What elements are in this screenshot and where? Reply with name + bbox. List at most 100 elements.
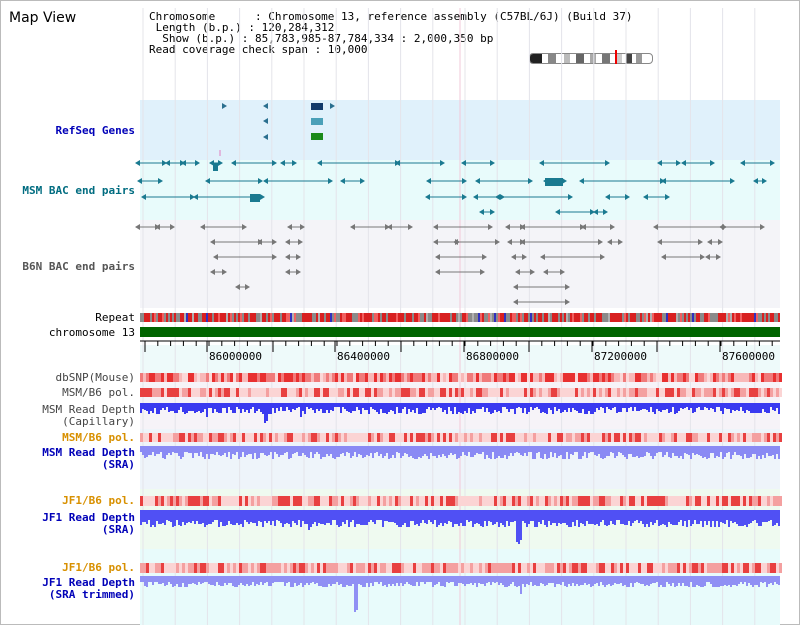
msm-bac-end (205, 178, 210, 184)
jf1-b6-pol2-cell (494, 563, 497, 573)
jf1-trimmed-depth-bar (692, 576, 694, 587)
msm-capillary-depth-bar (468, 403, 470, 408)
jf1-trimmed-depth-bar (160, 576, 162, 584)
dbsnp-cell (590, 373, 593, 382)
msm-capillary-depth-bar (550, 403, 552, 410)
msm-sra-depth-bar (560, 446, 562, 455)
jf1-depth-bar (424, 510, 426, 523)
jf1-trimmed-depth-bar (580, 576, 582, 585)
msm-capillary-depth-bar (628, 403, 630, 408)
jf1-trimmed-depth-bar (474, 576, 476, 583)
msm-sra-depth-bar (338, 446, 340, 457)
jf1-depth-bar (408, 510, 410, 527)
jf1-trimmed-depth-bar (388, 576, 390, 584)
msm-b6-pol-cell (407, 388, 410, 397)
msm-b6-pol-cell (275, 388, 278, 397)
msm-b6-pol-cell (488, 388, 491, 397)
jf1-b6-pol2-cell (518, 563, 521, 573)
jf1-depth-bar (644, 510, 646, 527)
msm-b6-pol2-cell (278, 433, 281, 442)
msm-capillary-depth-bar (254, 403, 256, 413)
msm-b6-pol2-cell (407, 433, 410, 442)
msm-b6-pol2-cell (194, 433, 197, 442)
msm-b6-pol-cell (734, 388, 737, 397)
repeat-cell (234, 313, 236, 322)
msm-capillary-depth-bar (180, 403, 182, 407)
jf1-depth-bar (528, 510, 530, 524)
repeat-cell (472, 313, 474, 322)
jf1-depth-bar (396, 510, 398, 525)
jf1-trimmed-depth-bar (742, 576, 744, 584)
dbsnp-cell (248, 373, 251, 382)
jf1-depth-bar (248, 510, 250, 524)
msm-bac-end (141, 194, 146, 200)
msm-capillary-depth-bar (542, 403, 544, 412)
jf1-b6-pol-cell (221, 496, 224, 506)
msm-sra-depth-bar (700, 446, 702, 456)
msm-sra-depth-bar (546, 446, 548, 459)
msm-b6-pol2-cell (143, 433, 146, 442)
msm-bac-end (260, 194, 265, 200)
dbsnp-cell (149, 373, 152, 382)
jf1-b6-pol2-cell (224, 563, 227, 573)
jf1-depth-bar (264, 510, 266, 521)
jf1-b6-pol-cell (428, 496, 431, 506)
chromosome-ideogram[interactable] (529, 53, 653, 64)
msm-sra-depth-bar (162, 446, 164, 458)
msm-bac-end (425, 194, 430, 200)
jf1-trimmed-depth-bar (606, 576, 608, 585)
track-label-refseq[interactable]: RefSeq Genes (55, 124, 135, 137)
msm-b6-pol-cell (353, 388, 356, 397)
msm-sra-depth-bar (276, 446, 278, 454)
msm-sra-depth-bar (148, 446, 150, 455)
msm-b6-pol2-cell (614, 433, 617, 442)
msm-capillary-depth-bar (590, 403, 592, 414)
msm-sra-depth-bar (600, 446, 602, 458)
msm-b6-pol2-cell (674, 433, 677, 442)
jf1-depth-bar (390, 510, 392, 522)
repeat-cell (446, 313, 448, 322)
msm-bac-end (280, 160, 285, 166)
jf1-b6-pol2-cell (770, 563, 773, 573)
jf1-depth-bar (694, 510, 696, 520)
repeat-cell (334, 313, 336, 322)
jf1-trimmed-depth-bar (654, 576, 656, 583)
msm-capillary-depth-bar (634, 403, 636, 407)
jf1-trimmed-depth-bar (568, 576, 570, 584)
msm-sra-depth-bar (638, 446, 640, 458)
msm-b6-pol2-cell (191, 433, 194, 442)
msm-sra-depth-bar (630, 446, 632, 454)
msm-b6-pol2-cell (281, 433, 284, 442)
jf1-b6-pol-cell (224, 496, 227, 506)
msm-sra-depth-bar (534, 446, 536, 459)
msm-b6-pol2-cell (662, 433, 665, 442)
track-label-dbsnp: dbSNP(Mouse) (55, 371, 135, 384)
dbsnp-cell (404, 373, 407, 382)
jf1-trimmed-depth-bar (234, 576, 236, 587)
msm-sra-depth-bar (522, 446, 524, 456)
jf1-depth-bar (174, 510, 176, 526)
msm-sra-depth-bar (170, 446, 172, 455)
jf1-depth-bar (602, 510, 604, 520)
jf1-b6-pol-cell (245, 496, 248, 506)
jf1-b6-pol2-cell (212, 563, 215, 573)
dbsnp-cell (512, 373, 515, 382)
jf1-b6-pol-cell (515, 496, 518, 506)
msm-sra-depth-bar (582, 446, 584, 456)
b6n-bac-end (200, 224, 205, 230)
dbsnp-cell (731, 373, 734, 382)
dbsnp-cell (167, 373, 170, 382)
msm-capillary-depth-bar (608, 403, 610, 409)
msm-bac-end (181, 160, 186, 166)
msm-b6-pol-cell (758, 388, 761, 397)
track-label-b6n-bac[interactable]: B6N BAC end pairs (22, 260, 135, 273)
jf1-trimmed-depth-bar (322, 576, 324, 587)
jf1-depth-bar (340, 510, 342, 526)
jf1-trimmed-depth-bar (672, 576, 674, 583)
track-label-msm-bac[interactable]: MSM BAC end pairs (22, 184, 135, 197)
jf1-b6-pol-cell (173, 496, 176, 506)
repeat-cell (172, 313, 174, 322)
msm-b6-pol-cell (359, 388, 362, 397)
jf1-b6-pol2-cell (260, 563, 263, 573)
